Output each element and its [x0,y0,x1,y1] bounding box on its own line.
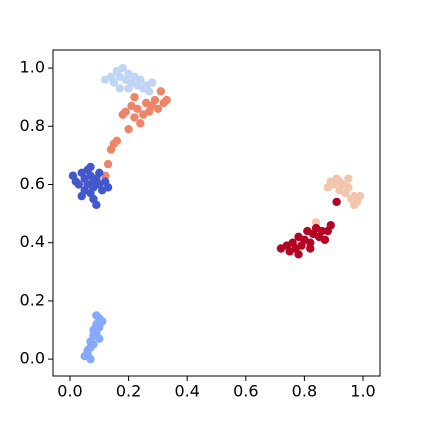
point [121,107,130,116]
point [130,113,139,122]
point [124,84,133,93]
point [344,183,353,192]
y-tick-label: 0.2 [20,290,45,309]
point [74,180,83,189]
point [162,95,171,105]
point [344,174,353,183]
x-tick-label: 0.8 [292,382,317,401]
point [95,334,104,343]
point [294,250,303,259]
x-tick-label: 1.0 [350,382,375,401]
y-tick-label: 0.8 [20,116,45,135]
point [89,194,98,204]
point [153,104,163,113]
point [109,78,119,87]
point [115,84,125,93]
y-tick-label: 0.6 [20,174,45,193]
point [311,218,321,227]
point [136,119,145,128]
y-tick-label: 1.0 [20,58,45,77]
point [103,183,113,192]
point [103,159,113,169]
x-tick-label: 0.2 [116,382,141,401]
point [147,78,157,87]
x-tick-label: 0.4 [174,382,199,401]
point [86,162,95,172]
point [86,354,95,364]
point [326,221,335,230]
point [95,168,104,178]
axes-frame [52,49,381,377]
point [320,235,330,244]
point [150,95,160,105]
point [144,87,154,96]
point [130,92,139,102]
point [98,317,107,326]
plot-points [68,63,365,364]
point [350,200,359,210]
point [124,124,133,134]
point [112,136,122,146]
point [306,244,315,253]
point [89,340,98,349]
point [335,177,344,186]
x-tick-label: 0.6 [233,382,258,401]
point [332,197,341,207]
point [355,191,365,201]
y-tick-label: 0.4 [20,232,45,251]
point [306,238,315,247]
y-tick-label: 0.0 [20,349,45,368]
point [92,311,101,320]
point [156,87,166,96]
point [133,104,142,113]
point [136,75,145,84]
point [118,63,127,73]
point [317,226,327,236]
point [77,191,86,201]
x-tick-label: 0.0 [57,382,82,401]
